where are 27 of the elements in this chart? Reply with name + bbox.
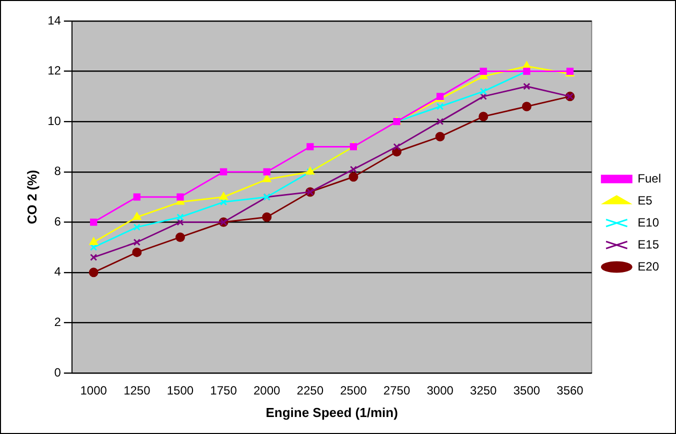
y-tick-label: 14 xyxy=(48,13,62,28)
legend-label: Fuel xyxy=(638,171,661,186)
x-tick-label: 1750 xyxy=(210,384,238,398)
y-axis-title: CO 2 (%) xyxy=(24,170,40,224)
y-tick-label: 10 xyxy=(48,114,62,128)
x-tick-label: 3250 xyxy=(470,384,498,398)
x-tick-label: 2250 xyxy=(296,384,324,398)
y-tick-label: 6 xyxy=(54,214,62,228)
y-tick-label: 2 xyxy=(54,315,62,330)
y-tick-label: 0 xyxy=(54,365,62,380)
x-tick-label: 2500 xyxy=(340,384,368,398)
x-tick-label: 2750 xyxy=(383,384,410,398)
y-tick-label: 8 xyxy=(54,164,62,178)
x-tick-label: 2000 xyxy=(253,384,281,398)
y-tick-label: 4 xyxy=(54,264,62,279)
x-axis-title: Engine Speed (1/min) xyxy=(266,404,398,420)
x-tick-label: 1500 xyxy=(166,384,194,398)
x-tick-label: 3560 xyxy=(556,384,584,398)
legend-label: E20 xyxy=(638,259,660,274)
legend-label: E5 xyxy=(638,193,653,208)
x-tick-label: 1000 xyxy=(80,384,108,398)
legend-label: E15 xyxy=(638,237,660,252)
legend-label: E10 xyxy=(638,215,660,230)
x-tick-label: 3500 xyxy=(513,384,540,398)
y-tick-label: 12 xyxy=(48,64,62,78)
x-tick-label: 1250 xyxy=(124,384,151,398)
x-tick-label: 3000 xyxy=(426,384,454,398)
